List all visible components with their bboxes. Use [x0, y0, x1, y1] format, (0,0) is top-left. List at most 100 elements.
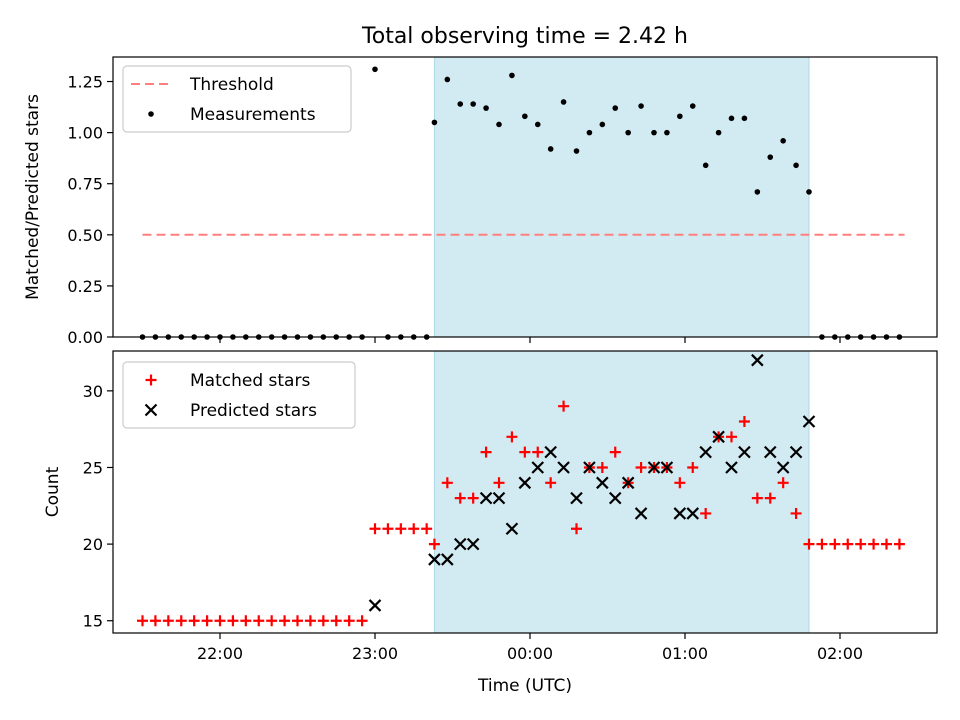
measurement-point — [677, 113, 683, 120]
predicted-star-point — [557, 461, 570, 474]
measurement-point — [431, 119, 438, 126]
matched-star-point — [279, 615, 291, 627]
measurement-point — [689, 103, 696, 109]
matched-star-point — [751, 492, 763, 504]
matched-star-point — [726, 431, 737, 443]
matched-star-point — [266, 615, 278, 627]
matched-star-point — [188, 615, 200, 627]
matched-star-point — [571, 523, 582, 535]
time-x-tick-label: 01:00 — [662, 644, 708, 663]
predicted-star-point — [686, 507, 700, 520]
measurement-point — [547, 146, 554, 152]
measurement-point — [793, 162, 799, 169]
matched-star-point — [428, 538, 440, 550]
predicted-star-point — [789, 445, 803, 459]
matched-star-point — [137, 615, 148, 627]
matched-star-point — [777, 477, 789, 489]
matched-star-point — [421, 523, 433, 535]
observing-window-shade — [433, 350, 810, 634]
matched-star-point — [816, 538, 828, 550]
measurement-point — [638, 103, 644, 109]
legend-label: Predicted stars — [190, 401, 317, 421]
predicted-star-point — [518, 476, 532, 490]
measurement-point — [470, 101, 476, 107]
matched-star-point — [764, 492, 776, 504]
ratio-y-tick-label: 0.75 — [67, 175, 103, 194]
predicted-star-point — [505, 522, 519, 536]
count-y-axis-label: Count — [43, 466, 63, 517]
time-x-tick-label: 02:00 — [817, 644, 863, 663]
measurement-point — [702, 162, 709, 169]
count-panel-frame — [112, 350, 938, 634]
matched-star-point — [149, 615, 161, 627]
matched-star-point — [790, 507, 802, 519]
legend-label: Measurements — [190, 105, 316, 125]
matched-star-point — [493, 477, 505, 489]
measurement-point — [534, 121, 541, 128]
matched-star-point — [292, 615, 303, 627]
predicted-star-point — [492, 491, 506, 505]
predicted-star-point — [368, 599, 382, 612]
matched-star-point — [201, 615, 213, 627]
ratio-legend: Threshold Measurements — [122, 65, 352, 133]
time-x-tick-label: 00:00 — [507, 644, 553, 663]
matched-star-point — [519, 446, 531, 458]
count-y-tick-label: 15 — [83, 612, 103, 631]
predicted-star-point — [712, 430, 725, 444]
x-axis-label: Time (UTC) — [477, 676, 572, 696]
measurement-point — [483, 105, 489, 111]
measurement-point — [372, 66, 378, 73]
predicted-star-point — [570, 491, 583, 505]
matched-star-point — [395, 523, 407, 535]
matched-star-point — [868, 538, 880, 550]
matched-star-point — [467, 492, 479, 504]
matched-star-point — [674, 477, 686, 489]
predicted-star-point — [583, 461, 596, 474]
predicted-star-point — [751, 353, 764, 367]
predicted-star-point — [621, 476, 635, 490]
measurement-point — [780, 137, 786, 144]
count-y-tick-label: 25 — [83, 458, 103, 477]
matched-star-point — [408, 523, 420, 535]
count-y-tick-label: 20 — [83, 535, 103, 554]
matched-star-point — [317, 615, 329, 627]
measurement-point — [754, 189, 761, 195]
matched-star-point — [545, 477, 557, 489]
matched-star-point — [881, 538, 892, 550]
measurement-point — [496, 121, 502, 128]
predicted-star-point — [699, 445, 712, 459]
ratio-y-tick-label: 1.25 — [67, 73, 103, 92]
matched-star-point — [609, 446, 621, 458]
legend-frame — [122, 361, 356, 429]
predicted-star-point — [776, 461, 790, 474]
measurement-point — [664, 129, 670, 136]
matched-star-point — [700, 507, 712, 519]
matched-star-point — [356, 615, 368, 627]
measurement-point — [625, 129, 631, 136]
matched-star-point — [829, 538, 841, 550]
predicted-star-point — [479, 491, 493, 505]
matched-star-point — [842, 538, 854, 550]
measurement-point — [560, 99, 567, 105]
predicted-star-point — [673, 507, 687, 520]
legend-frame — [122, 65, 352, 133]
ratio-panel-frame — [112, 56, 938, 338]
count-panel: 15 20 25 30 22:00 23:00 00:00 01:00 02:00 Count… — [43, 350, 938, 663]
ratio-y-axis-label: Matched/Predicted stars — [23, 94, 43, 300]
measurement-point — [651, 129, 657, 136]
ratio-y-tick-label: 0.00 — [67, 328, 103, 347]
count-legend: Matched stars Predicted stars — [122, 361, 356, 429]
measurement-point — [767, 154, 774, 160]
time-x-tick-label: 23:00 — [352, 644, 398, 663]
measurement-point — [586, 129, 593, 136]
matched-star-point — [441, 477, 453, 489]
matched-star-point — [227, 615, 239, 627]
matched-star-point — [738, 416, 750, 427]
matched-star-point — [382, 523, 394, 535]
observing-window-shade — [433, 56, 810, 338]
predicted-star-point — [738, 445, 751, 459]
ratio-y-tick-label: 0.50 — [67, 226, 103, 245]
matched-star-point — [558, 400, 570, 412]
predicted-star-point — [647, 461, 661, 474]
